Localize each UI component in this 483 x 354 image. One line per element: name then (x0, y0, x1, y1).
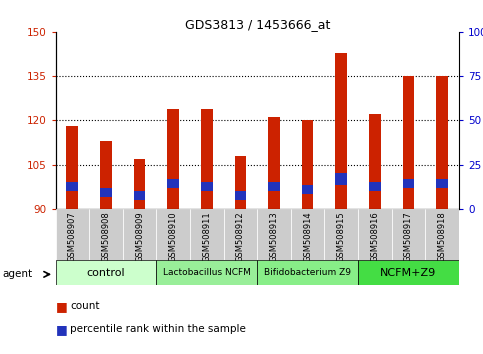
Bar (291, 209, 325, 260)
Bar (436, 179, 448, 188)
Text: GSM508912: GSM508912 (236, 211, 245, 262)
Bar (358, 209, 392, 260)
Bar (402, 179, 414, 188)
Bar (156, 209, 190, 260)
Text: GSM508916: GSM508916 (370, 211, 379, 262)
Bar (257, 209, 291, 260)
Text: GSM508908: GSM508908 (101, 211, 111, 262)
Bar (268, 118, 280, 209)
Bar (392, 209, 425, 260)
Bar (335, 52, 347, 209)
Text: GSM508907: GSM508907 (68, 211, 77, 262)
Bar (302, 120, 313, 209)
Bar (358, 260, 459, 285)
Bar (67, 182, 78, 191)
Bar (167, 179, 179, 188)
Bar (235, 156, 246, 209)
Bar (436, 76, 448, 209)
Bar (190, 209, 224, 260)
Bar (100, 188, 112, 197)
Bar (67, 126, 78, 209)
Text: ■: ■ (56, 300, 67, 313)
Text: Lactobacillus NCFM: Lactobacillus NCFM (163, 268, 251, 277)
Text: control: control (86, 268, 125, 278)
Bar (402, 76, 414, 209)
Bar (335, 173, 347, 185)
Bar (257, 260, 358, 285)
Bar (201, 182, 213, 191)
Text: agent: agent (2, 269, 32, 279)
Bar (302, 185, 313, 194)
Bar (325, 209, 358, 260)
Bar (167, 109, 179, 209)
Bar (134, 159, 145, 209)
Text: GSM508915: GSM508915 (337, 211, 346, 262)
Text: NCFM+Z9: NCFM+Z9 (380, 268, 437, 278)
Bar (56, 260, 156, 285)
Bar (224, 209, 257, 260)
Bar (100, 141, 112, 209)
Bar (156, 260, 257, 285)
Title: GDS3813 / 1453666_at: GDS3813 / 1453666_at (185, 18, 330, 31)
Text: percentile rank within the sample: percentile rank within the sample (70, 324, 246, 334)
Text: ■: ■ (56, 323, 67, 336)
Bar (56, 209, 89, 260)
Bar (369, 182, 381, 191)
Text: GSM508909: GSM508909 (135, 211, 144, 262)
Text: count: count (70, 301, 99, 311)
Text: Bifidobacterium Z9: Bifidobacterium Z9 (264, 268, 351, 277)
Text: GSM508914: GSM508914 (303, 211, 312, 262)
Text: GSM508918: GSM508918 (438, 211, 447, 262)
Bar (268, 182, 280, 191)
Bar (134, 191, 145, 200)
Bar (235, 191, 246, 200)
Text: GSM508911: GSM508911 (202, 211, 211, 262)
Bar (369, 114, 381, 209)
Bar (123, 209, 156, 260)
Text: GSM508910: GSM508910 (169, 211, 178, 262)
Text: GSM508917: GSM508917 (404, 211, 413, 262)
Bar (89, 209, 123, 260)
Bar (425, 209, 459, 260)
Bar (201, 109, 213, 209)
Text: GSM508913: GSM508913 (270, 211, 279, 262)
